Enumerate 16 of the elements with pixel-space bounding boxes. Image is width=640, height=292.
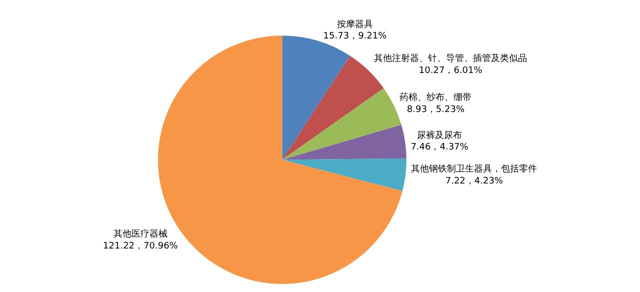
data-label: 7.22，4.23% xyxy=(445,176,504,186)
data-label: 7.46，4.37% xyxy=(410,142,469,152)
pie-slice xyxy=(282,124,406,160)
data-label: 8.93，5.23% xyxy=(406,104,465,115)
data-label: 10.27，6.01% xyxy=(418,66,483,76)
data-label: 15.73，9.21% xyxy=(323,32,388,42)
pie-slice xyxy=(282,56,384,160)
slice-label: 按摩器具 xyxy=(336,18,373,30)
slice-label: 其他注射器、针、导管、插管及类似品 xyxy=(374,53,528,64)
pie-slice xyxy=(282,88,402,160)
slice-label: 其他医疗器械 xyxy=(113,228,168,240)
pie-slice xyxy=(282,158,406,191)
slice-label: 药棉、纱布、绷带 xyxy=(400,92,472,104)
slice-label: 其他钢铁制卫生器具，包括零件 xyxy=(411,164,538,175)
slice-label: 尿裤及尿布 xyxy=(417,130,462,141)
data-label: 121.22，70.96% xyxy=(103,241,178,252)
